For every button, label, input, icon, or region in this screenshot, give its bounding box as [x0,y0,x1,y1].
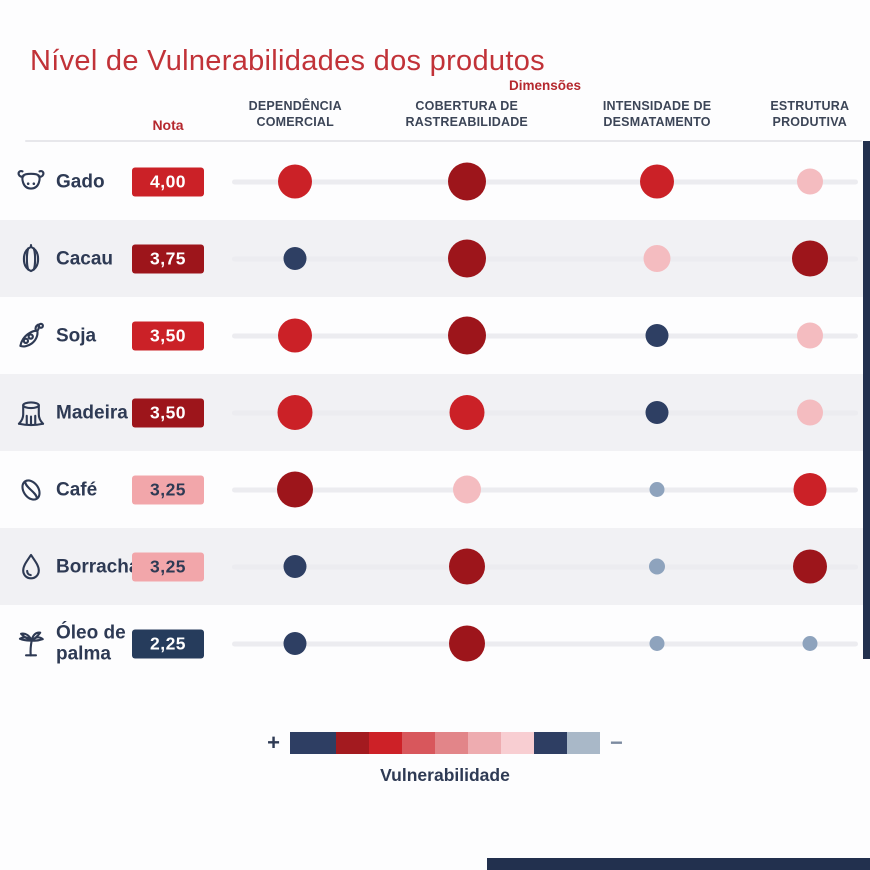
row-borracha: Borracha 3,25 [0,528,870,605]
vulnerability-dot-intensidade [640,164,675,199]
vulnerability-dot-estrutura [796,168,823,195]
header-separator-line [25,140,862,142]
soy-icon [14,319,48,353]
page-edge-strip-bottom [487,858,870,870]
row-oleo-de-palma: Óleo de palma 2,25 [0,605,870,682]
legend-color-scale [290,732,600,754]
vulnerability-dot-cobertura [449,395,485,430]
product-label: Madeira [56,401,128,423]
legend-scale-segment [402,732,435,754]
product-rows: Gado 4,00 Cacau 3,75 [0,143,870,682]
legend-scale-segment [501,732,534,754]
product-label: Cacau [56,247,114,269]
row-cafe: Café 3,25 [0,451,870,528]
vulnerability-dot-dependencia [278,318,313,353]
vulnerability-dot-estrutura [796,399,823,426]
product-label: Soja [56,324,97,346]
nota-column-header: Nota [152,117,184,133]
vulnerability-dot-cobertura [447,316,486,355]
row-track [232,239,858,278]
tree-stump-icon [14,396,48,430]
vulnerability-dot-intensidade [645,324,669,347]
vulnerability-dot-estrutura [796,322,823,349]
legend-scale-segment [468,732,501,754]
vulnerability-dot-dependencia [283,632,307,655]
row-cacau: Cacau 3,75 [0,220,870,297]
vulnerability-dot-estrutura [793,473,827,506]
vulnerability-dot-cobertura [447,239,486,278]
vulnerability-dot-intensidade [645,401,669,424]
column-header-estrutura-produtiva: ESTRUTURA PRODUTIVA [770,99,850,130]
column-header-dependencia-comercial: DEPENDÊNCIA COMERCIAL [248,99,342,130]
legend-minus-sign: − [610,730,623,755]
row-track [232,316,858,355]
vulnerability-dot-estrutura [802,636,818,651]
nota-badge: 3,25 [132,552,204,581]
vulnerability-dot-dependencia [277,395,313,430]
legend-scale-segment [435,732,468,754]
legend-scale-segment [369,732,402,754]
page-edge-strip-right [863,141,870,659]
cacao-icon [14,242,48,276]
dimensions-group-label: Dimensões [508,78,582,93]
palm-tree-icon [14,627,48,661]
row-track [232,395,858,430]
vulnerability-dot-cobertura [448,625,485,662]
legend: + − Vulnerabilidade [0,730,870,786]
vulnerability-dot-intensidade [649,636,665,651]
rubber-drop-icon [14,550,48,584]
column-header-intensidade-desmatamento: INTENSIDADE DE DESMATAMENTO [602,99,712,130]
product-label: Borracha [56,555,140,577]
vulnerability-dot-dependencia [283,555,307,578]
row-madeira: Madeira 3,50 [0,374,870,451]
row-gado: Gado 4,00 [0,143,870,220]
vulnerability-dot-intensidade [649,558,666,575]
nota-badge: 2,25 [132,629,204,658]
column-headers: DEPENDÊNCIA COMERCIAL COBERTURA DE RASTR… [232,98,858,140]
vulnerability-dot-cobertura [447,162,486,201]
vulnerability-dot-cobertura [452,475,481,504]
row-track [232,625,858,662]
legend-label: Vulnerabilidade [380,765,510,785]
cattle-icon [14,165,48,199]
vulnerability-dot-intensidade [649,482,665,497]
legend-plus-sign: + [267,730,280,755]
coffee-bean-icon [14,473,48,507]
vulnerability-dot-cobertura [448,548,485,585]
nota-badge: 3,50 [132,321,204,350]
nota-badge: 4,00 [132,167,204,196]
legend-scale-segment [567,732,600,754]
product-label: Café [56,478,98,500]
product-label: Óleo de palma [56,622,126,665]
row-track [232,471,858,508]
row-track [232,548,858,585]
legend-scale-segment [290,732,336,754]
legend-scale-segment [534,732,567,754]
nota-badge: 3,50 [132,398,204,427]
vulnerability-dot-dependencia [278,164,313,199]
nota-badge: 3,75 [132,244,204,273]
product-label: Gado [56,170,105,192]
vulnerability-dot-intensidade [643,245,671,272]
vulnerability-dot-dependencia [283,247,307,270]
nota-badge: 3,25 [132,475,204,504]
row-track [232,162,858,201]
vulnerability-dot-estrutura [792,549,827,584]
legend-scale-segment [336,732,369,754]
vulnerability-dot-estrutura [791,240,828,277]
column-header-cobertura-rastreabilidade: COBERTURA DE RASTREABILIDADE [405,99,528,130]
page-title: Nível de Vulnerabilidades dos produtos [30,45,545,78]
row-soja: Soja 3,50 [0,297,870,374]
vulnerability-dot-dependencia [277,471,314,508]
